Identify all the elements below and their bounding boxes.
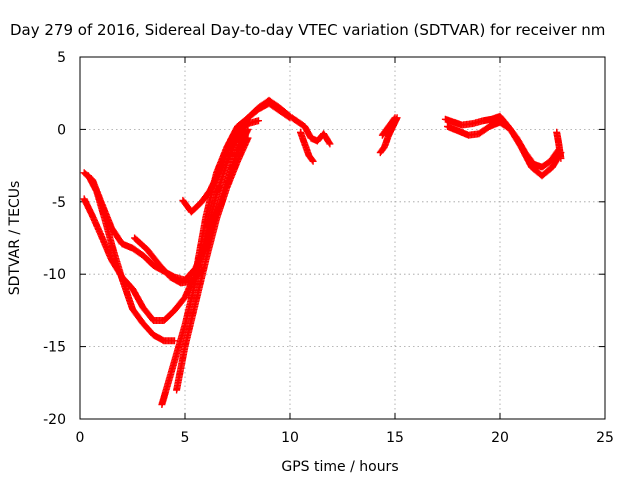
data-series bbox=[80, 96, 565, 408]
x-tick-label: 10 bbox=[281, 430, 299, 446]
series-trace-h bbox=[288, 114, 334, 148]
series-markers bbox=[84, 172, 178, 345]
series-markers bbox=[179, 117, 262, 216]
series-trace-f bbox=[173, 134, 252, 394]
grid bbox=[80, 57, 605, 419]
series-markers bbox=[288, 114, 334, 148]
x-tick-label: 15 bbox=[386, 430, 404, 446]
x-tick-label: 20 bbox=[491, 430, 509, 446]
y-tick-label: -10 bbox=[43, 267, 66, 283]
series-markers bbox=[297, 128, 317, 165]
y-axis-label: SDTVAR / TECUs bbox=[7, 181, 23, 296]
series-trace-m bbox=[444, 118, 565, 180]
x-tick-label: 0 bbox=[76, 430, 85, 446]
series-trace-n bbox=[553, 128, 565, 162]
series-markers bbox=[553, 128, 565, 162]
y-tick-label: 0 bbox=[57, 122, 66, 138]
series-markers bbox=[444, 118, 565, 180]
series-trace-c bbox=[84, 172, 178, 345]
y-tick-label: 5 bbox=[57, 50, 66, 66]
series-trace-g bbox=[179, 117, 262, 216]
y-tick-label: -5 bbox=[52, 195, 66, 211]
series-markers bbox=[378, 114, 399, 139]
x-tick-label: 25 bbox=[596, 430, 614, 446]
x-axis-label: GPS time / hours bbox=[281, 459, 398, 475]
x-tick-label: 5 bbox=[181, 430, 190, 446]
y-tick-label: -20 bbox=[43, 412, 66, 428]
series-trace-k bbox=[378, 114, 399, 139]
chart-title: Day 279 of 2016, Sidereal Day-to-day VTE… bbox=[10, 21, 605, 39]
y-tick-label: -15 bbox=[43, 340, 66, 356]
plot-frame bbox=[79, 56, 606, 420]
series-trace-i bbox=[297, 128, 317, 165]
series-markers bbox=[173, 134, 252, 394]
